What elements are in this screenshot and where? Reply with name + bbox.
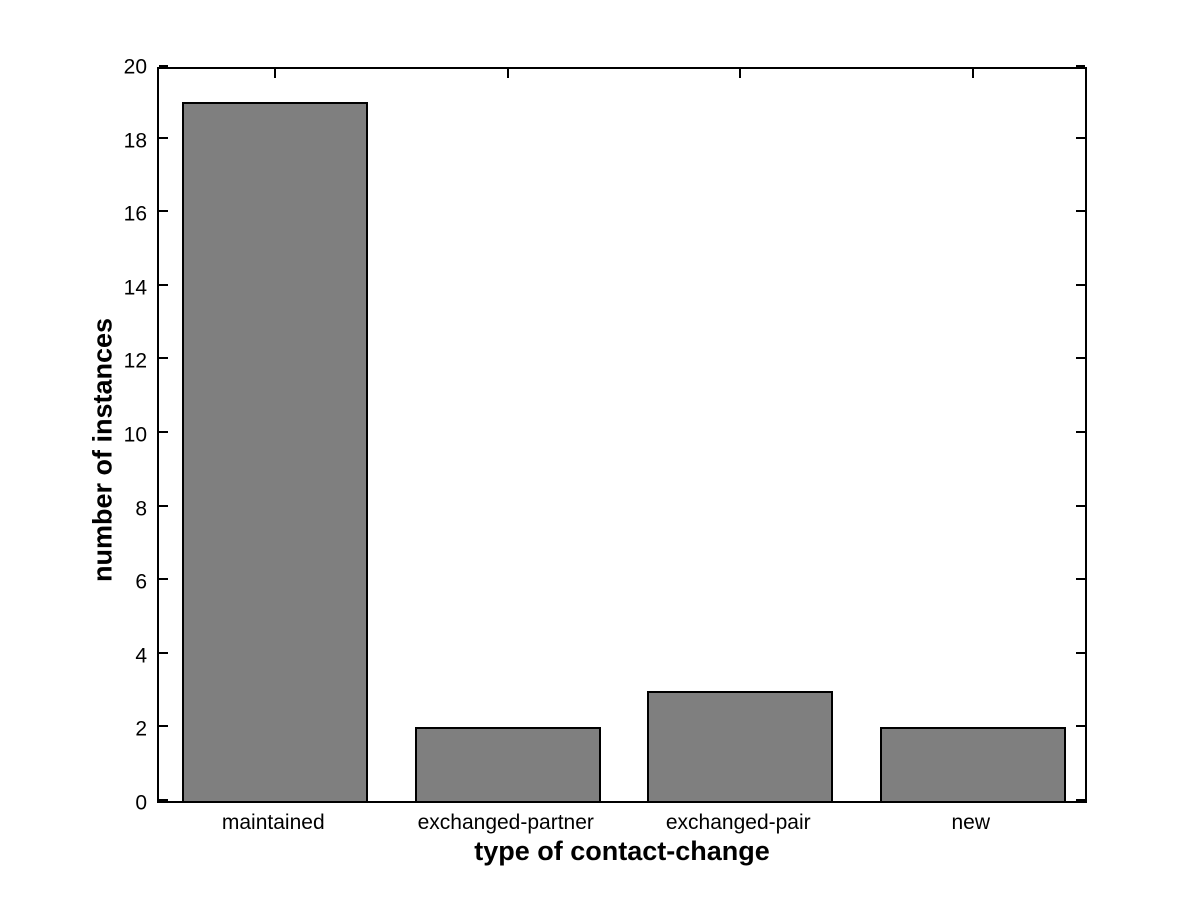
y-tick-right-16 [1076,210,1085,213]
y-tick-right-18 [1076,136,1085,139]
y-tick-left-14 [159,283,168,286]
x-tick-top-exchanged-partner [506,69,509,78]
plot-area [157,65,1087,803]
bar-new [879,727,1066,801]
y-tick-left-16 [159,210,168,213]
y-tick-label-4: 4 [135,644,147,668]
y-tick-right-12 [1076,357,1085,360]
x-category-label-exchanged-pair: exchanged-pair [665,811,811,834]
y-tick-right-4 [1076,651,1085,654]
x-tick-top-maintained [274,69,277,78]
bar-exchanged-pair [647,690,834,801]
x-tick-top-exchanged-pair [739,69,742,78]
y-tick-left-2 [159,725,168,728]
y-tick-left-18 [159,136,168,139]
y-tick-right-20 [1076,65,1085,67]
y-tick-left-10 [159,431,168,433]
y-tick-right-6 [1076,578,1085,581]
y-tick-label-2: 2 [135,717,147,741]
y-tick-label-10: 10 [123,423,147,447]
x-category-label-exchanged-partner: exchanged-partner [417,811,594,834]
bar-maintained [182,101,369,801]
x-category-label-maintained: maintained [221,811,325,834]
y-tick-right-10 [1076,431,1085,433]
y-tick-left-8 [159,504,168,507]
y-tick-left-12 [159,357,168,360]
y-tick-right-0 [1076,799,1085,801]
y-tick-right-8 [1076,504,1085,507]
y-tick-right-2 [1076,725,1085,728]
y-tick-left-6 [159,578,168,581]
y-tick-right-14 [1076,283,1085,286]
y-tick-label-20: 20 [123,55,147,79]
bar-exchanged-partner [414,727,601,801]
y-tick-label-6: 6 [135,570,147,594]
y-tick-left-0 [159,799,168,801]
y-tick-label-8: 8 [135,497,147,521]
y-tick-label-14: 14 [123,276,147,300]
x-category-label-new: new [951,811,991,834]
y-tick-label-18: 18 [123,129,147,153]
y-tick-label-0: 0 [135,791,147,815]
x-tick-top-new [971,69,974,78]
y-tick-left-4 [159,651,168,654]
y-tick-left-20 [159,65,168,67]
y-tick-label-12: 12 [123,349,147,373]
x-axis-label: type of contact-change [474,836,770,866]
y-tick-label-16: 16 [123,202,147,226]
